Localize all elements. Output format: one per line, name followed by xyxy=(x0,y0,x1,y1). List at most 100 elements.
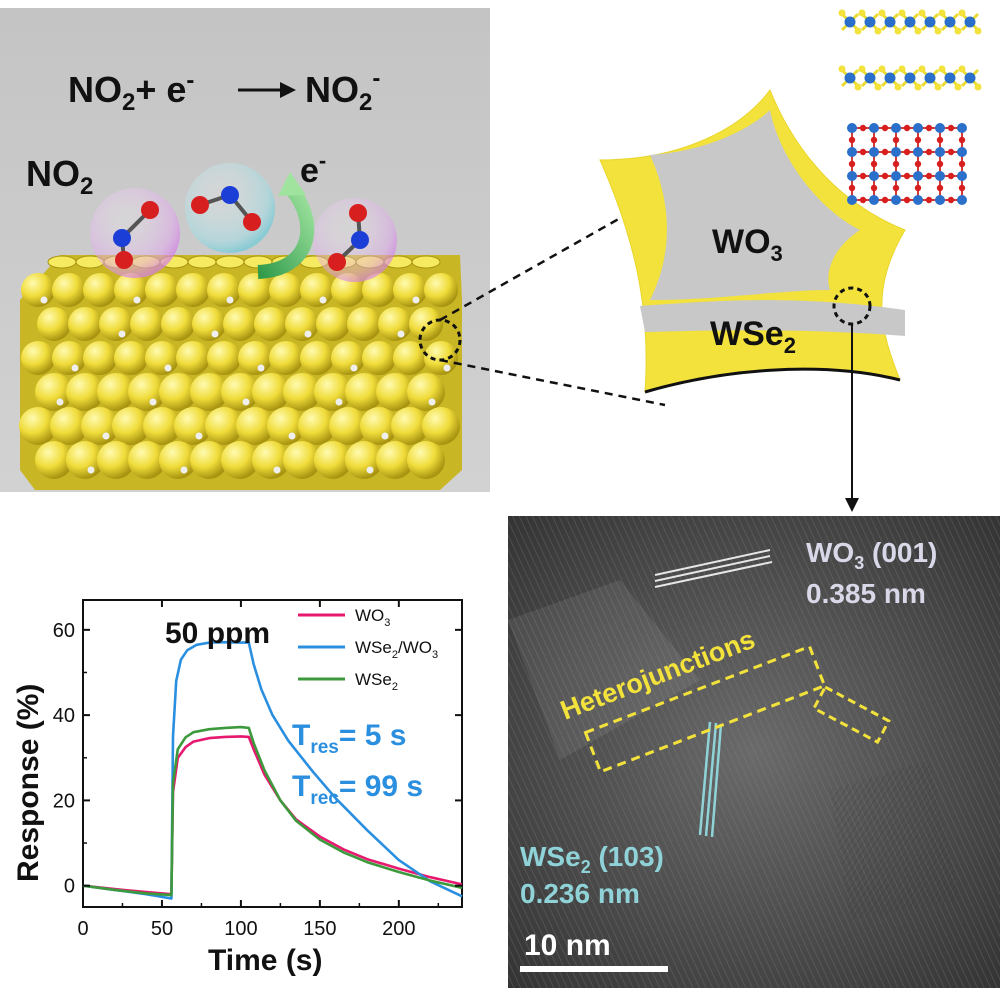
pore-hole xyxy=(381,432,389,440)
pore-top xyxy=(187,255,217,269)
pore-sphere xyxy=(362,341,396,375)
o-atom xyxy=(848,136,856,144)
w-atom xyxy=(847,195,857,205)
w-atom xyxy=(864,72,876,84)
pore-sphere xyxy=(223,307,257,341)
se-atom xyxy=(918,9,926,17)
se-atom xyxy=(938,9,946,17)
pore-sphere xyxy=(267,407,305,445)
pore-sphere xyxy=(207,341,241,375)
w-atom xyxy=(944,72,956,84)
pore-sphere xyxy=(190,441,228,479)
pore-sphere xyxy=(345,441,383,479)
o-atom xyxy=(947,148,955,156)
o-atom xyxy=(914,160,922,168)
pore-sphere xyxy=(205,407,243,445)
w-atom xyxy=(924,72,936,84)
legend-label: WSe2/WO3 xyxy=(355,638,438,661)
pore-hole xyxy=(195,432,203,440)
pore-top xyxy=(47,255,77,269)
pore-sphere xyxy=(391,407,429,445)
pore-sphere xyxy=(345,373,383,411)
wse2-layer-top xyxy=(838,9,982,35)
x-tick-label: 200 xyxy=(382,918,415,940)
no2-molecule-3 xyxy=(313,198,397,282)
se-atom xyxy=(874,83,882,91)
se-atom xyxy=(854,83,862,91)
o-atom xyxy=(892,184,900,192)
o-atom xyxy=(936,184,944,192)
o-atom xyxy=(925,172,933,180)
se-atom xyxy=(954,83,962,91)
w-atom xyxy=(891,195,901,205)
x-tick-label: 100 xyxy=(224,918,257,940)
w-atom xyxy=(935,123,945,133)
pore-sphere xyxy=(393,273,427,307)
chart-legend: WO3 WSe2/WO3 WSe2 xyxy=(298,606,438,693)
pore-sphere xyxy=(362,273,396,307)
crystal-structures xyxy=(838,9,982,205)
no2-molecule-2 xyxy=(185,163,275,253)
pore-sphere xyxy=(252,441,290,479)
w-atom xyxy=(844,16,856,28)
pore-sphere xyxy=(52,341,86,375)
electron-label: e- xyxy=(300,148,326,190)
chart-title: 50 ppm xyxy=(165,617,270,650)
pore-top xyxy=(215,255,245,269)
se-atom xyxy=(958,65,966,73)
se-atom xyxy=(914,27,922,35)
pore-sphere xyxy=(112,407,150,445)
pore-hole xyxy=(149,398,157,406)
w-atom xyxy=(935,147,945,157)
mechanism-panel: NO2+ e- NO2- NO2 e- xyxy=(0,8,490,492)
o-atom xyxy=(958,184,966,192)
o-atom xyxy=(859,148,867,156)
w-atom xyxy=(847,123,857,133)
o-atom xyxy=(859,124,867,132)
o-atom xyxy=(958,136,966,144)
pore-sphere xyxy=(221,441,259,479)
w-atom xyxy=(913,123,923,133)
pore-hole xyxy=(412,296,420,304)
legend-label: WSe2 xyxy=(355,670,398,693)
o-atom xyxy=(892,160,900,168)
w-atom xyxy=(924,16,936,28)
pore-sphere xyxy=(300,341,334,375)
series-line-2 xyxy=(82,725,463,897)
pore-sphere xyxy=(238,341,272,375)
wse2-particle-label: WSe2 xyxy=(710,315,796,358)
pore-sphere xyxy=(314,373,352,411)
wse2-plane-label: WSe2 (103) xyxy=(520,841,664,877)
pore-hole xyxy=(118,330,126,338)
o-atom xyxy=(903,172,911,180)
pore-sphere xyxy=(314,441,352,479)
wo3-spacing: 0.385 nm xyxy=(806,578,926,609)
se-atom xyxy=(898,9,906,17)
pore-sphere xyxy=(21,341,55,375)
pore-hole xyxy=(242,398,250,406)
pore-sphere xyxy=(298,407,336,445)
pore-sphere xyxy=(97,441,135,479)
pore-hole xyxy=(211,330,219,338)
pore-sphere xyxy=(97,373,135,411)
pore-hole xyxy=(71,364,79,372)
heterojunction-box-small xyxy=(811,685,891,745)
y-axis-label: Response (%) xyxy=(12,684,45,882)
se-atom xyxy=(958,9,966,17)
x-tick-label: 150 xyxy=(303,918,336,940)
o-atom xyxy=(947,172,955,180)
pore-hole xyxy=(288,432,296,440)
chart-ticks: 0 50 100 150 200 0 20 40 60 xyxy=(53,600,462,940)
pore-sphere xyxy=(37,307,71,341)
w-atom xyxy=(847,171,857,181)
pore-sphere xyxy=(269,341,303,375)
response-time-annotation: Tres= 5 s xyxy=(292,719,406,758)
w-atom xyxy=(884,16,896,28)
pore-hole xyxy=(180,466,188,474)
pore-sphere xyxy=(238,273,272,307)
pore-sphere xyxy=(347,307,381,341)
pore-sphere xyxy=(207,273,241,307)
pore-sphere xyxy=(424,273,458,307)
pore-sphere xyxy=(422,407,460,445)
pore-hole xyxy=(133,296,141,304)
